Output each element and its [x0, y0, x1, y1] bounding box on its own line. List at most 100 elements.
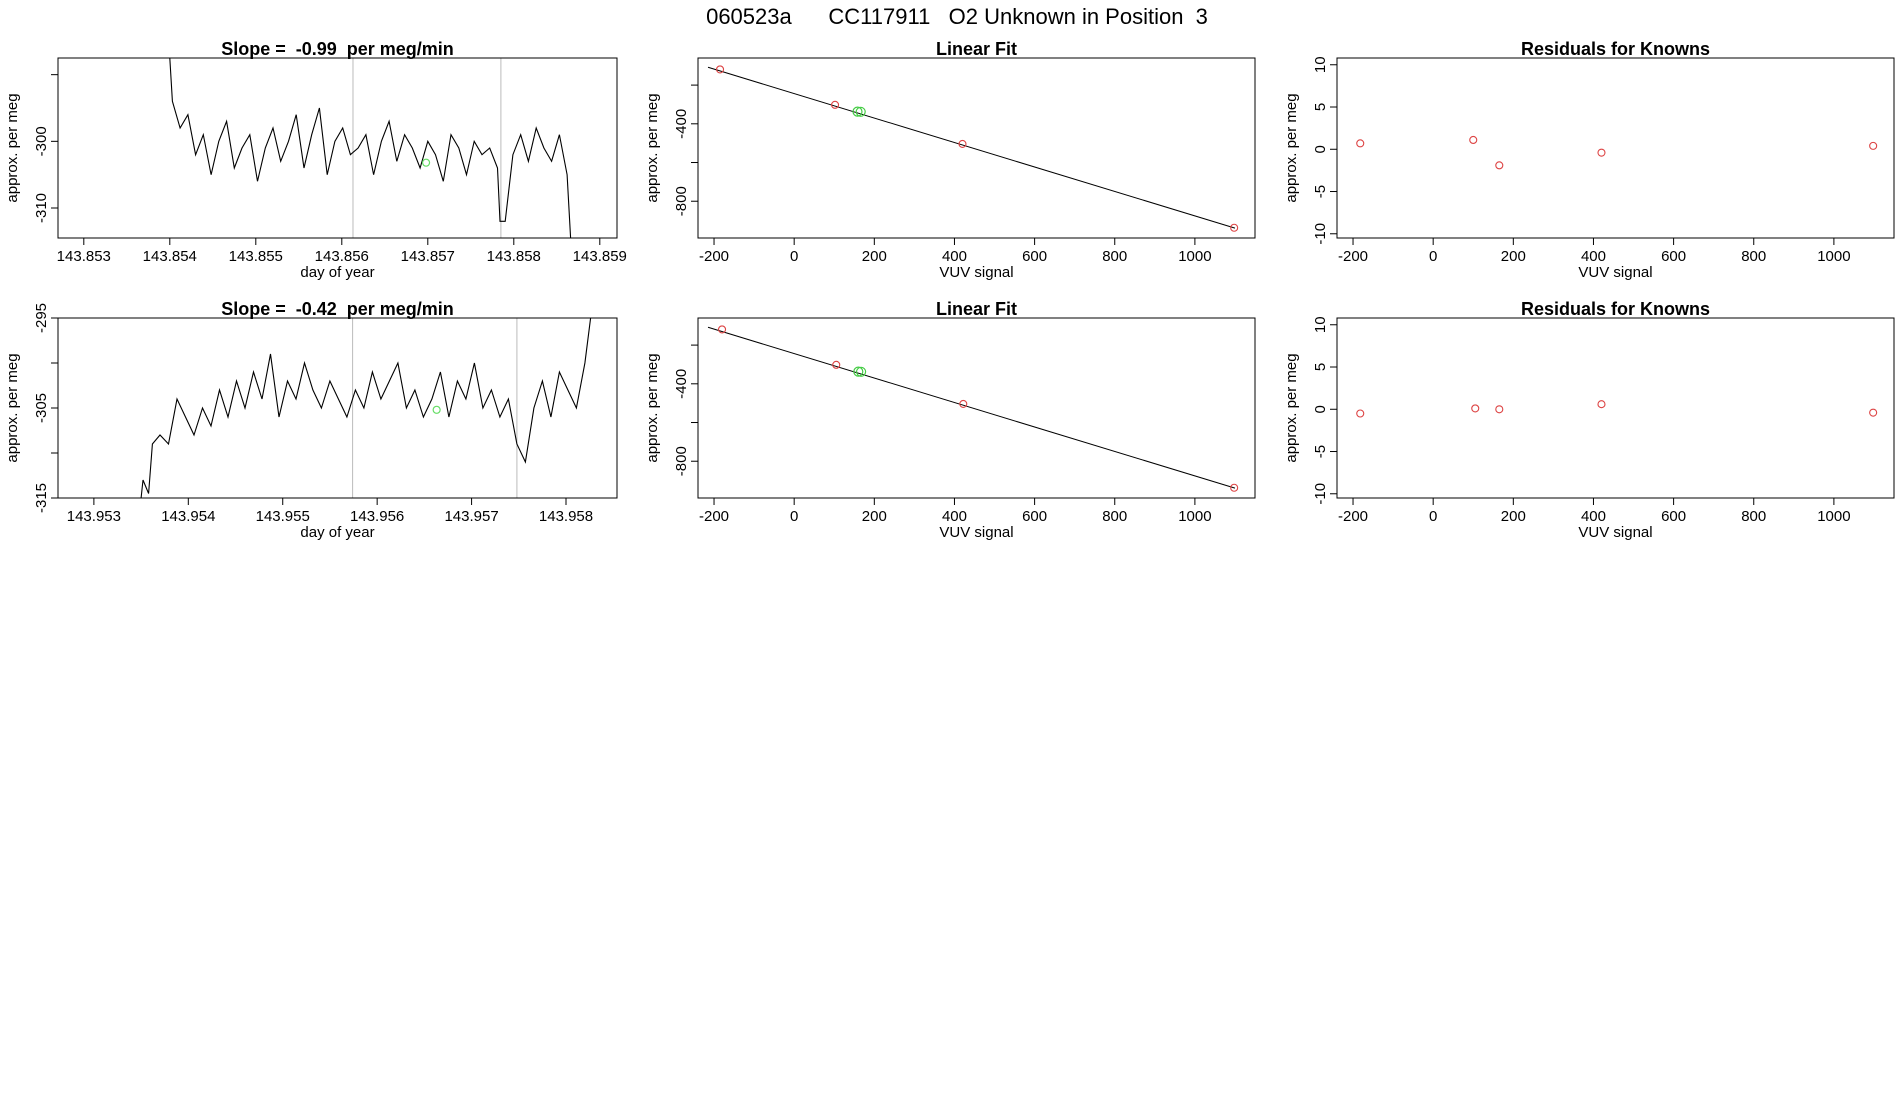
chart-2-x-tick-label: -200: [699, 248, 729, 265]
chart-6-x-tick-label: 800: [1741, 508, 1766, 525]
chart-4-y-tick-label: -295: [33, 303, 50, 333]
chart-4-x-axis-label: day of year: [300, 524, 374, 541]
chart-3-known-point: [1469, 135, 1478, 145]
chart-6-y-tick-label: 0: [1312, 405, 1329, 413]
chart-6-y-tick-label: -10: [1312, 483, 1329, 505]
chart-6-x-tick-label: 600: [1661, 508, 1686, 525]
chart-2-unknown-point: [855, 106, 866, 117]
chart-2-x-tick-label: 1000: [1178, 248, 1211, 265]
chart-2-frame: [697, 57, 1256, 239]
chart-6-y-tick-label: -5: [1312, 445, 1329, 458]
chart-2-x-axis-label: VUV signal: [939, 264, 1013, 281]
chart-3-x-axis-label: VUV signal: [1578, 264, 1652, 281]
chart-4-y-axis-label: approx. per meg: [4, 353, 21, 462]
chart-3-known-point: [1869, 141, 1878, 150]
chart-3-y-tick-label: -5: [1312, 185, 1329, 198]
chart-5-y-tick-label: -800: [673, 446, 690, 476]
chart-5-x-axis-label: VUV signal: [939, 524, 1013, 541]
chart-6-plot-area: [1356, 400, 1878, 418]
chart-4-plot-area: [140, 318, 592, 498]
chart-2-plot-area: [707, 65, 1239, 232]
chart-6-title: Residuals for Knowns: [1521, 299, 1710, 319]
chart-3-y-tick-label: 0: [1312, 145, 1329, 153]
chart-6-y-tick-label: 10: [1312, 316, 1329, 333]
chart-1-x-tick-label: 143.853: [57, 248, 111, 265]
chart-3-known-point: [1597, 148, 1606, 157]
chart-4-x-tick-label: 143.956: [350, 508, 404, 525]
chart-3-x-tick-label: 400: [1581, 248, 1606, 265]
chart-2-x-tick-label: 800: [1102, 248, 1127, 265]
chart-2-known-point: [830, 100, 840, 109]
chart-2-x-tick-label: 200: [862, 248, 887, 265]
chart-4-marker-point: [432, 405, 441, 414]
chart-6-y-axis-label: approx. per meg: [1283, 353, 1300, 462]
chart-6-known-point: [1869, 408, 1878, 417]
chart-5: Linear Fit -200 0 200 400 600 800 1000 VUV signa…: [644, 299, 1256, 541]
chart-6-y-tick-label: 5: [1312, 363, 1329, 371]
chart-4-x-tick-label: 143.955: [256, 508, 310, 525]
chart-1-y-tick-label: -310: [33, 193, 50, 223]
chart-3-y-tick-label: 10: [1312, 56, 1329, 73]
chart-5-y-axis-label: approx. per meg: [644, 353, 661, 462]
chart-2-known-point: [958, 139, 967, 148]
chart-4-x-tick-label: 143.954: [161, 508, 215, 525]
chart-5-known-point: [959, 399, 968, 408]
chart-2-known-point: [715, 65, 725, 74]
chart-5-x-tick-label: 800: [1102, 508, 1127, 525]
chart-5-unknown-point: [853, 366, 864, 377]
chart-1-y-axis-label: approx. per meg: [4, 93, 21, 202]
chart-5-fit-line: [707, 326, 1236, 489]
chart-4-y-tick-label: -315: [33, 483, 50, 513]
chart-3-y-tick-label: 5: [1312, 103, 1329, 111]
chart-4-frame: [57, 317, 618, 499]
chart-5-x-tick-label: 400: [942, 508, 967, 525]
chart-5-y-tick-label: -400: [673, 369, 690, 399]
chart-6-x-tick-label: 0: [1429, 508, 1437, 525]
chart-3-y-tick-label: -10: [1312, 223, 1329, 245]
chart-2-y-tick-label: -400: [673, 109, 690, 139]
chart-1-title: Slope = -0.99 per meg/min: [221, 39, 454, 59]
chart-1-x-tick-label: 143.855: [229, 248, 283, 265]
chart-2-y-axis-label: approx. per meg: [644, 93, 661, 202]
chart-3-x-tick-label: 600: [1661, 248, 1686, 265]
chart-2-x-tick-label: 400: [942, 248, 967, 265]
chart-3-title: Residuals for Knowns: [1521, 39, 1710, 59]
chart-3-y-axis-label: approx. per meg: [1283, 93, 1300, 202]
chart-3-x-tick-label: -200: [1338, 248, 1368, 265]
chart-5-x-tick-label: -200: [699, 508, 729, 525]
chart-3-known-point: [1356, 139, 1365, 148]
chart-6-known-point: [1471, 404, 1480, 413]
chart-1-series-line: [169, 58, 572, 238]
chart-1-frame: [57, 57, 618, 239]
chart-3-x-tick-label: 200: [1501, 248, 1526, 265]
chart-4-title: Slope = -0.42 per meg/min: [221, 299, 454, 319]
chart-6-x-tick-label: 400: [1581, 508, 1606, 525]
chart-1-y-tick-label: -300: [33, 126, 50, 156]
chart-3-x-tick-label: 1000: [1817, 248, 1850, 265]
chart-4-x-tick-label: 143.957: [444, 508, 498, 525]
chart-2-y-tick-label: -800: [673, 186, 690, 216]
chart-6: Residuals for Knowns -200 0 200 400 600 800 10 0…: [1283, 299, 1895, 541]
page-title: 060523a CC117911 O2 Unknown in Position …: [706, 4, 1208, 29]
chart-4-series-line: [140, 318, 592, 498]
chart-1-x-tick-label: 143.856: [315, 248, 369, 265]
chart-6-x-axis-label: VUV signal: [1578, 524, 1652, 541]
chart-3: Residuals for Knowns-200 0 200 400 600 800 100…: [1283, 39, 1895, 281]
chart-5-unknown-point: [855, 366, 867, 377]
chart-4-x-tick-label: 143.953: [67, 508, 121, 525]
chart-2-title: Linear Fit: [936, 39, 1017, 59]
chart-6-x-tick-label: -200: [1338, 508, 1368, 525]
chart-6-x-tick-label: 200: [1501, 508, 1526, 525]
chart-5-x-tick-label: 600: [1022, 508, 1047, 525]
chart-2-x-tick-label: 0: [790, 248, 798, 265]
chart-1-x-tick-label: 143.854: [143, 248, 197, 265]
chart-6-known-point: [1495, 405, 1504, 414]
chart-4-y-tick-label: -305: [33, 393, 50, 423]
chart-5-x-tick-label: 200: [862, 508, 887, 525]
chart-2-x-tick-label: 600: [1022, 248, 1047, 265]
chart-4: Slope = -0.42 per meg/min 143.953 143.954 1…: [4, 299, 618, 541]
chart-5-title: Linear Fit: [936, 299, 1017, 319]
chart-3-known-point: [1495, 161, 1504, 170]
chart-1-plot-area: [169, 58, 572, 238]
chart-5-x-tick-label: 0: [790, 508, 798, 525]
